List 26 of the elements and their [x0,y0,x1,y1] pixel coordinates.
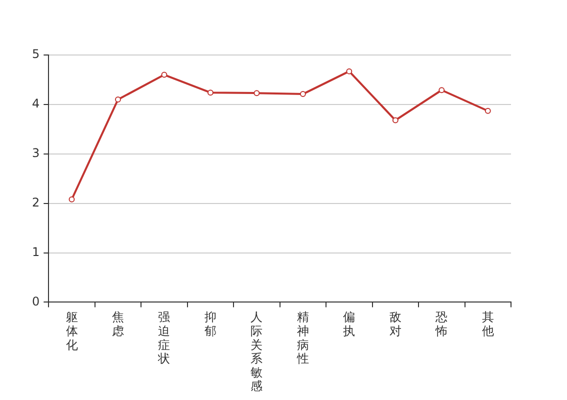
point [300,91,306,98]
x-tick-label: 焦虑 [112,310,124,338]
y-tick-label: 2 [32,195,40,210]
point [68,196,75,202]
x-tick-label: 抑郁 [204,310,216,338]
y-tick-label: 4 [32,96,40,111]
y-tick-label: 3 [32,146,40,160]
point [438,87,445,94]
x-tick-label: 躯体化 [66,310,78,352]
point [346,68,352,74]
point [484,108,491,114]
x-tick-label: 强迫症状 [157,310,170,366]
point [207,90,214,96]
x-tick-label: 偏执 [343,310,356,338]
x-tick-label: 敌对 [389,310,402,338]
x-tick-label: 其他 [482,310,494,338]
point [254,90,260,96]
point [392,117,398,124]
x-tick-label: 人际关系敏感 [250,310,263,394]
point [114,96,121,102]
point [161,72,168,78]
x-tick-label: 精神病性 [296,310,309,366]
y-tick-label: 1 [32,244,40,259]
y-tick-label: 0 [32,294,40,308]
y-tick-label: 5 [32,47,40,62]
x-tick-label: 恐怖 [434,310,448,338]
